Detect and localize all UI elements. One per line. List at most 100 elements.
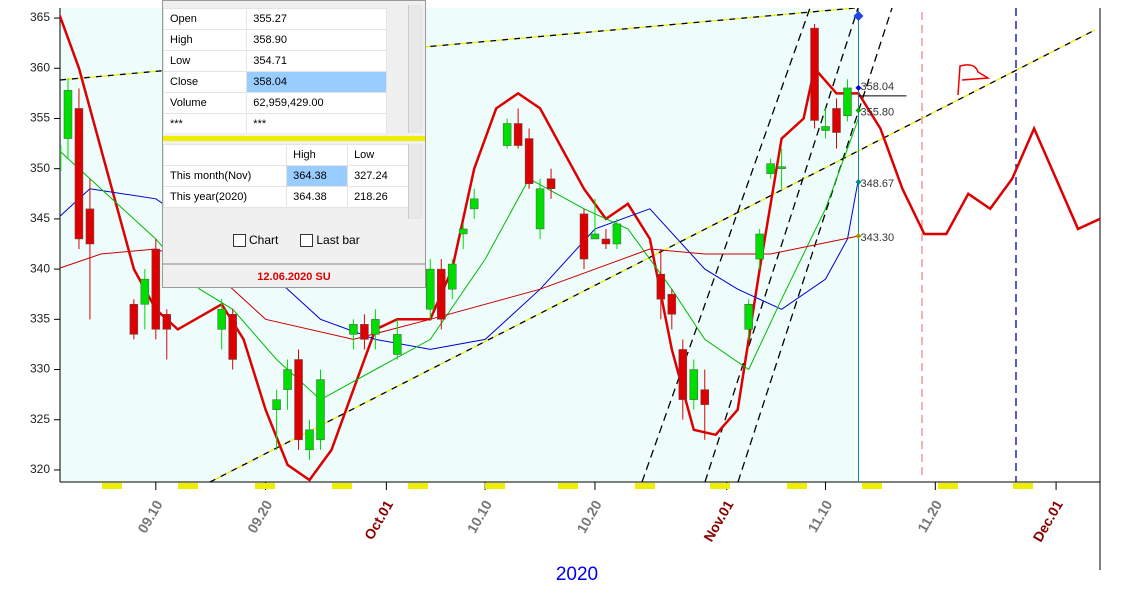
candle-body [74, 108, 84, 240]
range-header-row: High Low [163, 144, 409, 166]
candle-body [458, 228, 468, 235]
y-tick-label: 320 [30, 462, 50, 476]
price-marker [855, 84, 862, 91]
quote-row: Open 355.27 [163, 8, 387, 30]
trend-line [209, 29, 1096, 482]
candle-body [777, 166, 786, 169]
candle-body [305, 429, 314, 451]
candle-body [217, 309, 226, 330]
divider [163, 136, 425, 141]
price-marker [855, 232, 862, 239]
candle-body [744, 304, 753, 330]
weekend-marker [787, 483, 807, 489]
checkbox[interactable]: Chart [233, 233, 278, 247]
quote-value: 62,959,429.00 [246, 92, 387, 114]
weekend-marker [558, 483, 578, 489]
trend-line [641, 8, 811, 482]
range-header: High [286, 144, 349, 166]
range-table-wrap: High Low This month(Nov) 364.38 327.24 This y… [163, 144, 409, 219]
x-tick-label: 10.10 [464, 497, 495, 536]
y-tick-label: 330 [30, 362, 50, 376]
candle-body [656, 273, 666, 300]
range-table: High Low This month(Nov) 364.38 327.24 This y… [163, 144, 409, 208]
candle-body [810, 27, 819, 121]
quote-row: Close 358.04 [163, 71, 387, 93]
weekend-marker [862, 483, 882, 489]
panel-footer: 12.06.2020 SU [163, 263, 425, 289]
range-value: 218.26 [347, 186, 409, 208]
quote-table-wrap: Open 355.27 High 358.90 Low 354.71 Close 358.04… [163, 8, 387, 133]
weekend-marker [938, 483, 958, 489]
weekend-markers [102, 483, 1033, 489]
x-tick-label: 11.20 [914, 497, 945, 535]
candle-body [349, 324, 358, 335]
quote-table: Open 355.27 High 358.90 Low 354.71 Close 358.04… [163, 8, 387, 133]
hand-drawing [957, 64, 991, 96]
range-corner [163, 144, 288, 166]
candle-body [371, 319, 380, 335]
checkbox-label: Chart [249, 233, 279, 247]
current-bar-marker [853, 11, 864, 21]
x-axis-label: 2020 [556, 564, 598, 585]
quote-label: Low [163, 50, 248, 72]
candle-body [283, 369, 292, 390]
weekend-marker [635, 483, 655, 489]
range-row: This year(2020) 364.38 218.26 [163, 186, 409, 208]
price-marker [855, 107, 862, 114]
y-tick-label: 365 [30, 10, 50, 24]
y-tick-label: 340 [30, 261, 50, 275]
candle-body [360, 324, 369, 340]
y-tick-label: 335 [30, 311, 50, 325]
y-tick-label: 360 [30, 60, 50, 74]
info-panel: Open 355.27 High 358.90 Low 354.71 Close 358.04… [162, 0, 426, 288]
candle-body [60, 145, 62, 171]
checkbox[interactable]: Last bar [300, 233, 360, 247]
candle-body [316, 379, 325, 441]
candle-body [151, 248, 161, 330]
price-label: 358.04 [860, 81, 894, 93]
overlay-line [60, 235, 859, 340]
checkbox-row: Chart Last bar [233, 233, 360, 247]
candle-body [294, 359, 303, 441]
weekend-marker [332, 483, 352, 489]
candle-body [502, 123, 512, 146]
candle-body [689, 369, 699, 400]
x-tick-label: Oct.01 [361, 497, 396, 542]
scrollbar[interactable] [408, 144, 423, 219]
price-marker [855, 179, 862, 186]
weekend-marker [485, 483, 505, 489]
candle-body [667, 293, 677, 315]
range-value: 364.38 [286, 186, 349, 208]
candle-body [129, 304, 139, 335]
quote-value: 358.04 [246, 71, 387, 93]
weekend-marker [710, 483, 730, 489]
y-tick-label: 345 [30, 211, 50, 225]
quote-row: High 358.90 [163, 29, 387, 51]
range-label: This year(2020) [163, 186, 288, 208]
candle-body [700, 389, 710, 405]
x-tick-label: 10.20 [573, 497, 604, 536]
range-value: 327.24 [347, 165, 409, 187]
candle-body [579, 213, 589, 260]
price-label: 355.80 [860, 106, 894, 118]
candle-body [843, 87, 852, 117]
marks [60, 8, 1100, 482]
candle-body [535, 188, 545, 230]
candle-body [513, 123, 523, 146]
candle-body [832, 108, 841, 133]
overlay-line [60, 118, 859, 401]
weekend-marker [1013, 483, 1033, 489]
weekend-marker [255, 483, 275, 489]
x-tick-label: Nov.01 [700, 497, 736, 544]
candle-body [546, 178, 556, 190]
candle-body [85, 208, 95, 245]
x-tick-label: 09.20 [244, 497, 275, 536]
candle-body [678, 349, 688, 400]
candle-body [755, 233, 764, 260]
quote-value: *** [246, 113, 387, 133]
checkbox-label: Last bar [316, 233, 360, 247]
scrollbar[interactable] [408, 5, 423, 133]
range-row: This month(Nov) 364.38 327.24 [163, 165, 409, 187]
weekend-marker [408, 483, 428, 489]
